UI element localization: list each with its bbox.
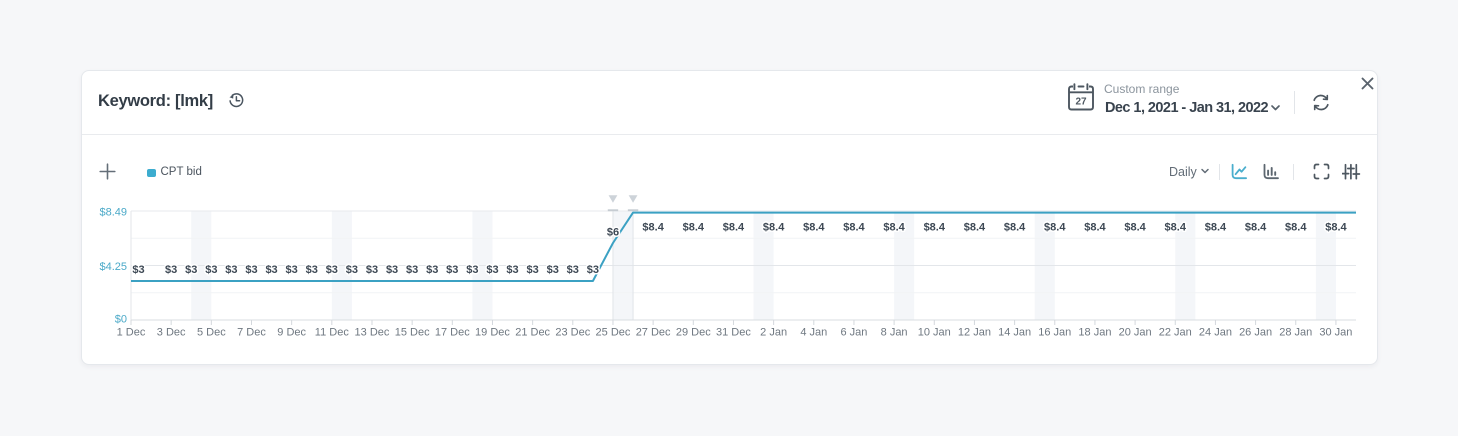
svg-text:24 Jan: 24 Jan <box>1199 327 1232 339</box>
svg-text:$8.4: $8.4 <box>1165 221 1187 233</box>
svg-text:$8.4: $8.4 <box>642 221 664 233</box>
svg-text:$8.4: $8.4 <box>1044 221 1066 233</box>
svg-text:8 Jan: 8 Jan <box>881 327 908 339</box>
svg-text:$8.4: $8.4 <box>763 221 785 233</box>
svg-text:$3: $3 <box>185 264 197 276</box>
svg-text:4 Jan: 4 Jan <box>800 327 827 339</box>
svg-text:$8.4: $8.4 <box>1285 221 1307 233</box>
svg-text:$3: $3 <box>547 264 559 276</box>
svg-text:31 Dec: 31 Dec <box>716 327 751 339</box>
svg-text:$8.49: $8.49 <box>99 206 127 218</box>
svg-text:22 Jan: 22 Jan <box>1159 327 1192 339</box>
svg-text:11 Dec: 11 Dec <box>315 327 350 339</box>
svg-text:$3: $3 <box>506 264 518 276</box>
svg-text:29 Dec: 29 Dec <box>676 327 711 339</box>
svg-text:$3: $3 <box>165 264 177 276</box>
svg-text:$3: $3 <box>132 264 144 276</box>
svg-text:$8.4: $8.4 <box>723 221 745 233</box>
svg-text:28 Jan: 28 Jan <box>1279 327 1312 339</box>
svg-text:9 Dec: 9 Dec <box>277 327 306 339</box>
svg-text:15 Dec: 15 Dec <box>395 327 430 339</box>
svg-text:30 Jan: 30 Jan <box>1319 327 1352 339</box>
svg-text:$8.4: $8.4 <box>1084 221 1106 233</box>
svg-text:$0: $0 <box>115 313 127 325</box>
svg-text:20 Jan: 20 Jan <box>1119 327 1152 339</box>
svg-text:$3: $3 <box>426 264 438 276</box>
svg-text:27: 27 <box>1075 97 1087 108</box>
svg-text:$8.4: $8.4 <box>924 221 946 233</box>
svg-text:27 Dec: 27 Dec <box>636 327 671 339</box>
svg-text:$8.4: $8.4 <box>1004 221 1026 233</box>
svg-text:$3: $3 <box>567 264 579 276</box>
svg-text:$8.4: $8.4 <box>883 221 905 233</box>
svg-text:6 Jan: 6 Jan <box>840 327 867 339</box>
svg-text:16 Jan: 16 Jan <box>1038 327 1071 339</box>
svg-text:5 Dec: 5 Dec <box>197 327 226 339</box>
svg-text:3 Dec: 3 Dec <box>157 327 186 339</box>
svg-text:$3: $3 <box>386 264 398 276</box>
svg-text:$3: $3 <box>446 264 458 276</box>
svg-text:$3: $3 <box>205 264 217 276</box>
svg-text:$8.4: $8.4 <box>683 221 705 233</box>
svg-text:13 Dec: 13 Dec <box>355 327 390 339</box>
svg-text:25 Dec: 25 Dec <box>596 327 631 339</box>
svg-text:$3: $3 <box>306 264 318 276</box>
svg-text:$3: $3 <box>466 264 478 276</box>
svg-text:7 Dec: 7 Dec <box>237 327 266 339</box>
svg-text:14 Jan: 14 Jan <box>998 327 1031 339</box>
svg-text:$3: $3 <box>346 264 358 276</box>
svg-text:$8.4: $8.4 <box>843 221 865 233</box>
svg-text:$3: $3 <box>286 264 298 276</box>
svg-text:$8.4: $8.4 <box>1325 221 1347 233</box>
svg-text:21 Dec: 21 Dec <box>515 327 550 339</box>
svg-text:10 Jan: 10 Jan <box>918 327 951 339</box>
svg-text:$3: $3 <box>366 264 378 276</box>
svg-text:$3: $3 <box>406 264 418 276</box>
svg-text:$3: $3 <box>245 264 257 276</box>
svg-text:$8.4: $8.4 <box>1205 221 1227 233</box>
svg-text:$8.4: $8.4 <box>803 221 825 233</box>
svg-text:23 Dec: 23 Dec <box>555 327 590 339</box>
svg-text:12 Jan: 12 Jan <box>958 327 991 339</box>
svg-text:2 Jan: 2 Jan <box>760 327 787 339</box>
svg-text:26 Jan: 26 Jan <box>1239 327 1272 339</box>
svg-text:1 Dec: 1 Dec <box>117 327 146 339</box>
svg-text:$8.4: $8.4 <box>1124 221 1146 233</box>
svg-text:$6: $6 <box>607 226 619 238</box>
svg-text:$3: $3 <box>225 264 237 276</box>
svg-text:$3: $3 <box>486 264 498 276</box>
svg-text:19 Dec: 19 Dec <box>475 327 510 339</box>
svg-text:$3: $3 <box>587 264 599 276</box>
svg-text:$8.4: $8.4 <box>1245 221 1267 233</box>
svg-text:$8.4: $8.4 <box>964 221 986 233</box>
svg-text:$3: $3 <box>326 264 338 276</box>
svg-text:$4.25: $4.25 <box>99 261 127 273</box>
svg-text:$3: $3 <box>527 264 539 276</box>
svg-text:17 Dec: 17 Dec <box>435 327 470 339</box>
svg-text:$3: $3 <box>265 264 277 276</box>
svg-text:18 Jan: 18 Jan <box>1078 327 1111 339</box>
